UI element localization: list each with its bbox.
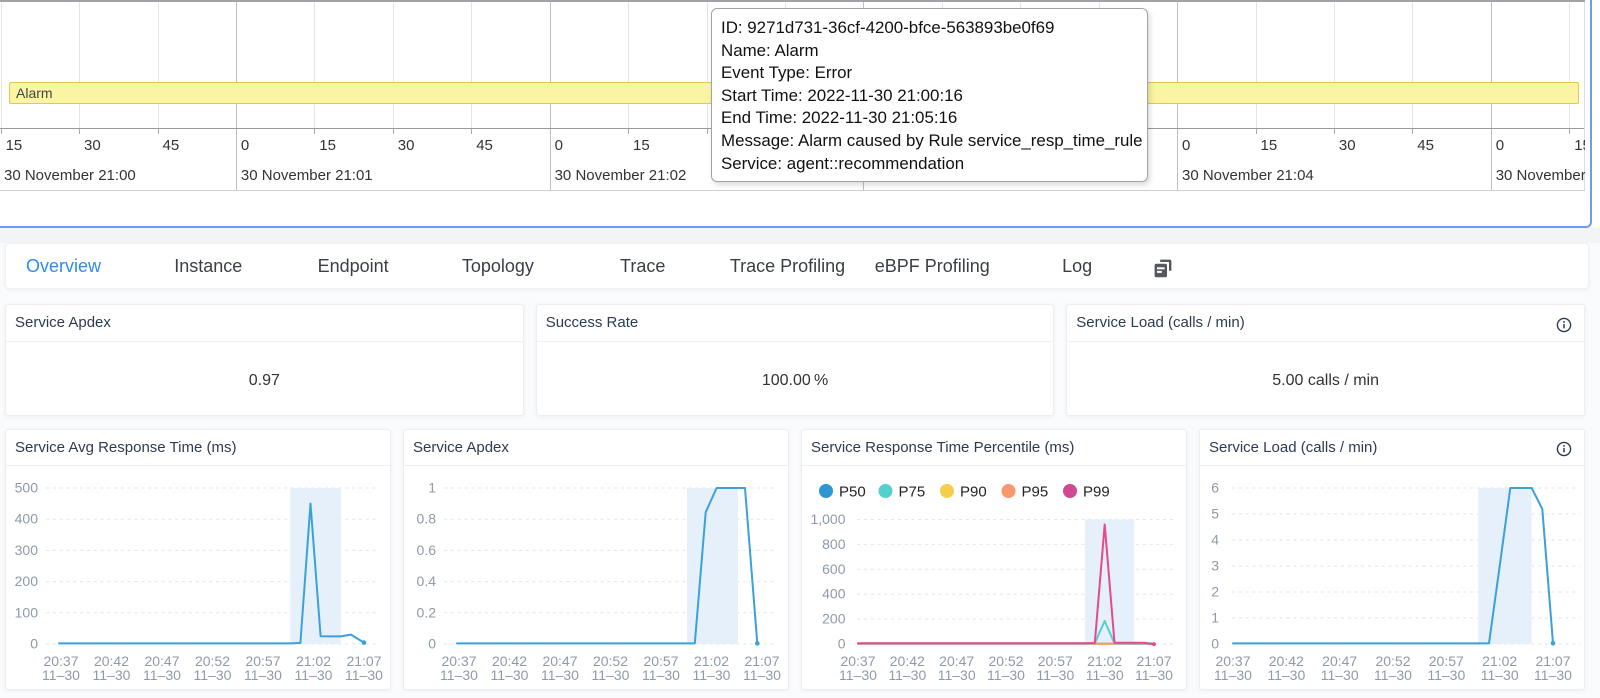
svg-text:20:37: 20:37 [441,653,476,669]
svg-text:600: 600 [822,561,846,577]
svg-text:20:42: 20:42 [1269,653,1304,669]
svg-text:21:07: 21:07 [1136,653,1171,669]
svg-text:20:37: 20:37 [840,653,875,669]
svg-text:11–30: 11–30 [1086,667,1124,683]
svg-text:11–30: 11–30 [244,667,282,683]
svg-text:P95: P95 [1022,484,1049,501]
svg-text:P90: P90 [960,484,987,501]
svg-text:11–30: 11–30 [888,667,926,683]
svg-text:20:57: 20:57 [1038,653,1073,669]
svg-text:11–30: 11–30 [1481,667,1519,683]
svg-text:0: 0 [428,636,436,652]
svg-text:11–30: 11–30 [987,667,1025,683]
svg-text:11–30: 11–30 [1214,667,1252,683]
svg-text:20:57: 20:57 [1429,653,1464,669]
svg-text:11–30: 11–30 [1036,667,1074,683]
svg-text:21:07: 21:07 [744,653,779,669]
svg-text:11–30: 11–30 [1135,667,1173,683]
svg-text:21:07: 21:07 [1535,653,1570,669]
svg-text:11–30: 11–30 [93,667,131,683]
svg-text:0.2: 0.2 [417,604,437,620]
svg-text:11–30: 11–30 [693,667,731,683]
svg-text:11–30: 11–30 [491,667,529,683]
svg-text:0.4: 0.4 [417,573,437,589]
svg-text:20:52: 20:52 [593,653,628,669]
svg-text:11–30: 11–30 [938,667,976,683]
svg-text:11–30: 11–30 [1267,667,1305,683]
svg-text:400: 400 [822,586,846,602]
svg-text:11–30: 11–30 [642,667,680,683]
svg-text:20:52: 20:52 [1375,653,1410,669]
svg-text:21:02: 21:02 [694,653,729,669]
svg-text:11–30: 11–30 [839,667,877,683]
svg-text:20:52: 20:52 [988,653,1023,669]
svg-text:20:47: 20:47 [1322,653,1357,669]
svg-text:6: 6 [1211,480,1219,496]
svg-text:300: 300 [15,542,39,558]
svg-text:21:02: 21:02 [1482,653,1517,669]
svg-text:P99: P99 [1083,484,1110,501]
svg-text:20:47: 20:47 [542,653,577,669]
svg-text:1,000: 1,000 [810,511,845,527]
svg-text:21:02: 21:02 [296,653,331,669]
svg-text:20:57: 20:57 [643,653,678,669]
svg-text:20:37: 20:37 [1215,653,1250,669]
svg-text:11–30: 11–30 [194,667,232,683]
svg-text:0.8: 0.8 [417,511,437,527]
svg-text:21:02: 21:02 [1087,653,1122,669]
svg-text:11–30: 11–30 [1427,667,1465,683]
svg-text:11–30: 11–30 [743,667,781,683]
svg-text:11–30: 11–30 [295,667,333,683]
svg-text:11–30: 11–30 [1374,667,1412,683]
svg-text:5: 5 [1211,506,1219,522]
svg-text:20:42: 20:42 [94,653,129,669]
svg-text:11–30: 11–30 [1534,667,1572,683]
svg-text:20:47: 20:47 [144,653,179,669]
svg-text:0.6: 0.6 [417,542,437,558]
svg-text:1: 1 [1211,610,1219,626]
svg-text:11–30: 11–30 [143,667,181,683]
svg-text:200: 200 [15,573,39,589]
svg-text:3: 3 [1211,558,1219,574]
svg-text:800: 800 [822,536,846,552]
svg-text:P75: P75 [899,484,926,501]
svg-text:11–30: 11–30 [541,667,579,683]
svg-text:20:42: 20:42 [890,653,925,669]
svg-text:0: 0 [838,636,846,652]
svg-text:11–30: 11–30 [42,667,80,683]
svg-text:20:47: 20:47 [939,653,974,669]
svg-text:4: 4 [1211,532,1219,548]
svg-text:400: 400 [15,511,39,527]
svg-text:200: 200 [822,611,846,627]
svg-text:20:37: 20:37 [43,653,78,669]
svg-text:2: 2 [1211,584,1219,600]
svg-text:P50: P50 [839,484,866,501]
svg-text:1: 1 [428,480,436,496]
svg-text:20:57: 20:57 [245,653,280,669]
svg-text:20:52: 20:52 [195,653,230,669]
svg-text:11–30: 11–30 [440,667,478,683]
svg-text:100: 100 [15,604,39,620]
svg-text:11–30: 11–30 [345,667,383,683]
svg-text:11–30: 11–30 [1321,667,1359,683]
svg-text:500: 500 [15,480,39,496]
svg-text:11–30: 11–30 [592,667,630,683]
svg-text:0: 0 [1211,636,1219,652]
svg-text:21:07: 21:07 [346,653,381,669]
svg-text:0: 0 [30,636,38,652]
svg-text:20:42: 20:42 [492,653,527,669]
